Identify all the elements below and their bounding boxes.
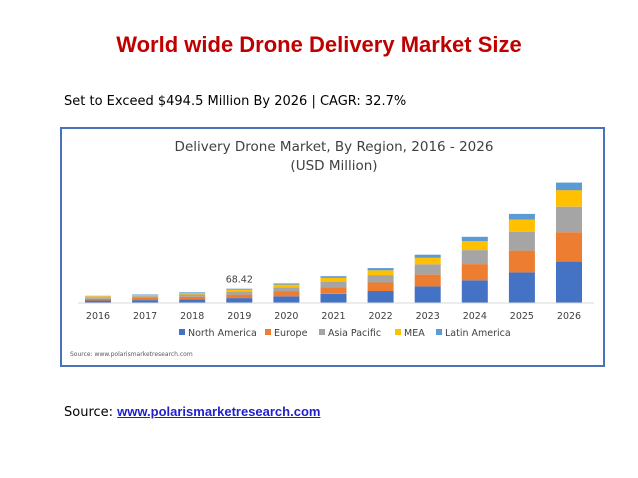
bar-segment-north-america-2026 bbox=[556, 261, 582, 303]
data-label-2019: 68.42 bbox=[226, 275, 253, 286]
x-tick-label-2018: 2018 bbox=[180, 311, 204, 322]
bar-segment-mea-2024 bbox=[461, 241, 488, 251]
bar-segment-europe-2024 bbox=[461, 264, 488, 281]
stacked-bar-chart: Delivery Drone Market, By Region, 2016 -… bbox=[70, 139, 594, 358]
legend-swatch-latin-america bbox=[436, 329, 442, 335]
data-labels: 68.42 bbox=[226, 275, 253, 286]
x-tick-labels: 2016 2017 2018 2019 2020 2021 2022 2023 2024 2025… bbox=[86, 311, 581, 322]
x-tick-label-2016: 2016 bbox=[86, 311, 110, 322]
bar-segment-latin-america-2025 bbox=[508, 213, 535, 220]
legend-swatch-asia-pacific bbox=[319, 329, 325, 335]
legend-label-europe: Europe bbox=[274, 328, 308, 339]
bar-segment-mea-2023 bbox=[414, 257, 441, 265]
bar-segment-mea-2018 bbox=[179, 293, 206, 295]
legend-label-asia-pacific: Asia Pacific bbox=[328, 328, 381, 339]
bar-segment-latin-america-2026 bbox=[556, 182, 582, 191]
bar-segment-asia-pacific-2024 bbox=[461, 250, 488, 265]
chart-legend: North America Europe Asia Pacific MEA Latin … bbox=[179, 328, 511, 339]
bar-segment-mea-2019 bbox=[226, 289, 253, 292]
page-subtitle: Set to Exceed $494.5 Million By 2026 | C… bbox=[64, 94, 407, 109]
bar-segment-latin-america-2021 bbox=[320, 276, 347, 278]
bar-segment-asia-pacific-2022 bbox=[367, 275, 394, 283]
x-tick-label-2026: 2026 bbox=[557, 311, 581, 322]
bar-segment-latin-america-2020 bbox=[273, 283, 300, 285]
bars-layer bbox=[85, 182, 582, 303]
bar-segment-europe-2023 bbox=[414, 274, 441, 287]
source-prefix: Source: bbox=[64, 405, 118, 420]
bar-segment-europe-2019 bbox=[226, 294, 253, 299]
x-tick-label-2024: 2024 bbox=[463, 311, 487, 322]
legend-swatch-north-america bbox=[179, 329, 185, 335]
chart-subtitle: (USD Million) bbox=[290, 158, 377, 174]
bar-segment-north-america-2023 bbox=[414, 286, 441, 303]
x-tick-label-2019: 2019 bbox=[227, 311, 251, 322]
x-tick-label-2017: 2017 bbox=[133, 311, 157, 322]
bar-segment-europe-2025 bbox=[508, 250, 535, 273]
bar-segment-latin-america-2023 bbox=[414, 254, 441, 258]
bar-segment-asia-pacific-2016 bbox=[85, 297, 111, 299]
x-tick-label-2020: 2020 bbox=[274, 311, 298, 322]
bar-segment-asia-pacific-2025 bbox=[508, 231, 535, 251]
bar-segment-mea-2022 bbox=[367, 270, 394, 276]
bar-segment-europe-2016 bbox=[85, 298, 111, 301]
bar-segment-latin-america-2022 bbox=[367, 268, 394, 271]
bar-segment-latin-america-2017 bbox=[132, 294, 159, 295]
bar-segment-europe-2017 bbox=[132, 298, 159, 301]
legend-swatch-europe bbox=[265, 329, 271, 335]
source-link[interactable]: www.polarismarketresearch.com bbox=[117, 404, 321, 419]
bar-segment-asia-pacific-2023 bbox=[414, 264, 441, 275]
bar-segment-europe-2021 bbox=[320, 287, 347, 294]
bar-segment-mea-2025 bbox=[508, 219, 535, 232]
bar-segment-asia-pacific-2026 bbox=[556, 206, 582, 233]
legend-label-mea: MEA bbox=[404, 328, 425, 339]
source-line: Source: www.polarismarketresearch.com bbox=[64, 404, 320, 420]
bar-segment-mea-2016 bbox=[85, 296, 111, 298]
legend-swatch-mea bbox=[395, 329, 401, 335]
bar-segment-north-america-2020 bbox=[273, 296, 300, 303]
bar-segment-north-america-2018 bbox=[179, 299, 206, 303]
x-tick-label-2025: 2025 bbox=[510, 311, 534, 322]
bar-segment-asia-pacific-2018 bbox=[179, 294, 206, 297]
chart-source-note: Source: www.polarismarketresearch.com bbox=[70, 351, 193, 358]
x-tick-label-2022: 2022 bbox=[369, 311, 393, 322]
x-tick-label-2021: 2021 bbox=[321, 311, 345, 322]
page-title: World wide Drone Delivery Market Size bbox=[116, 32, 522, 57]
bar-segment-north-america-2022 bbox=[367, 291, 394, 303]
bar-segment-north-america-2016 bbox=[85, 300, 111, 303]
bar-segment-north-america-2019 bbox=[226, 298, 253, 303]
bar-segment-mea-2020 bbox=[273, 284, 300, 288]
bar-segment-europe-2026 bbox=[556, 232, 582, 262]
bar-segment-asia-pacific-2020 bbox=[273, 287, 300, 292]
bar-segment-europe-2018 bbox=[179, 296, 206, 300]
bar-segment-europe-2020 bbox=[273, 291, 300, 297]
x-tick-label-2023: 2023 bbox=[416, 311, 440, 322]
bar-segment-latin-america-2024 bbox=[461, 236, 488, 241]
bar-segment-latin-america-2019 bbox=[226, 288, 253, 290]
bar-segment-asia-pacific-2019 bbox=[226, 291, 253, 295]
legend-label-north-america: North America bbox=[188, 328, 257, 339]
bar-segment-north-america-2021 bbox=[320, 293, 347, 303]
bar-segment-asia-pacific-2021 bbox=[320, 281, 347, 288]
bar-segment-mea-2017 bbox=[132, 295, 159, 297]
bar-segment-north-america-2025 bbox=[508, 272, 535, 303]
chart-frame: Delivery Drone Market, By Region, 2016 -… bbox=[60, 127, 605, 367]
bar-segment-north-america-2024 bbox=[461, 280, 488, 303]
bar-segment-mea-2021 bbox=[320, 277, 347, 282]
legend-label-latin-america: Latin America bbox=[445, 328, 511, 339]
bar-segment-europe-2022 bbox=[367, 282, 394, 291]
bar-segment-mea-2026 bbox=[556, 190, 582, 207]
bar-segment-asia-pacific-2017 bbox=[132, 296, 159, 298]
bar-segment-north-america-2017 bbox=[132, 300, 159, 303]
chart-title: Delivery Drone Market, By Region, 2016 -… bbox=[175, 139, 494, 155]
bar-segment-latin-america-2018 bbox=[179, 292, 206, 293]
